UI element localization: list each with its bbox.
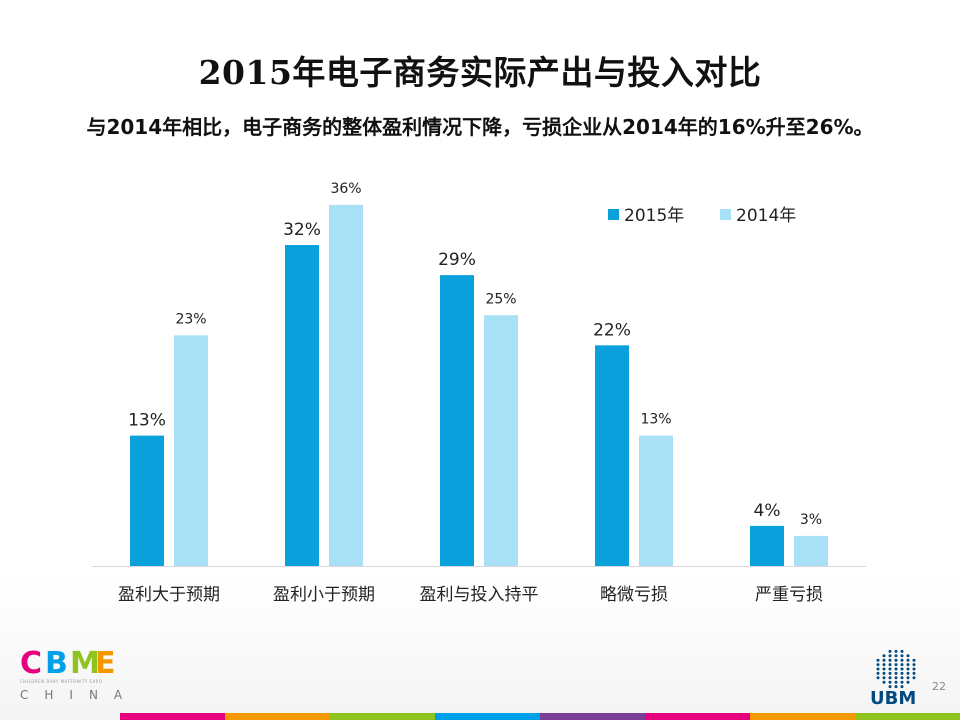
bar-2015-1 — [285, 245, 319, 567]
data-label-2015-2: 29% — [438, 250, 476, 270]
stripe-segment-1 — [225, 713, 330, 720]
data-label-2014-3: 13% — [640, 412, 671, 428]
slide-subtitle: 与2014年相比，电子商务的整体盈利情况下降，亏损企业从2014年的16%升至2… — [86, 115, 874, 139]
bar-2015-0 — [130, 435, 164, 566]
bar-2014-2 — [484, 315, 518, 566]
cbme-letter-b: B — [45, 646, 68, 678]
cbme-logo-china: CHINA — [20, 688, 139, 702]
category-label-3: 略微亏损 — [600, 585, 668, 605]
page-number: 22 — [932, 680, 946, 693]
cbme-letter-c: C — [20, 646, 42, 678]
category-label-2: 盈利与投入持平 — [420, 585, 539, 605]
stripe-segment-3 — [435, 713, 540, 720]
bar-2014-1 — [329, 204, 363, 567]
bar-2014-0 — [174, 335, 208, 566]
bar-2015-2 — [440, 275, 474, 566]
legend-swatch-2014 — [720, 209, 731, 220]
data-label-2015-4: 4% — [754, 501, 781, 521]
data-label-2015-0: 13% — [128, 411, 166, 431]
ubm-logo-icon — [876, 649, 916, 689]
bottom-color-stripe — [120, 713, 960, 720]
stripe-segment-4 — [540, 713, 645, 720]
slide-title: 2015年电子商务实际产出与投入对比 — [198, 53, 762, 92]
data-label-2014-4: 3% — [800, 512, 822, 528]
data-label-2014-0: 23% — [175, 311, 206, 327]
data-label-2015-1: 32% — [283, 220, 321, 240]
stripe-segment-5 — [645, 713, 750, 720]
cbme-logo-subtext: CHILDREN BABY MATERNITY EXPO — [20, 679, 103, 684]
data-label-2014-1: 36% — [330, 181, 361, 197]
legend-swatch-2015 — [608, 209, 619, 220]
bar-2014-3 — [639, 435, 673, 566]
cbme-letter-e: E — [95, 646, 116, 678]
data-label-2015-3: 22% — [593, 320, 631, 340]
stripe-segment-7 — [855, 713, 960, 720]
legend-label-2014: 2014年 — [736, 206, 796, 226]
bar-2014-4 — [794, 535, 828, 566]
category-label-1: 盈利小于预期 — [273, 585, 375, 605]
category-label-0: 盈利大于预期 — [118, 585, 220, 605]
legend-label-2015: 2015年 — [624, 206, 684, 226]
stripe-segment-0 — [120, 713, 225, 720]
data-label-2014-2: 25% — [485, 291, 516, 307]
cbme-logo: C B ME — [20, 646, 116, 678]
stripe-segment-2 — [330, 713, 435, 720]
ubm-logo-text: UBM — [870, 688, 917, 709]
stripe-segment-6 — [750, 713, 855, 720]
category-label-4: 严重亏损 — [755, 585, 823, 605]
cbme-letter-m: M — [70, 646, 100, 678]
bar-2015-3 — [595, 345, 629, 566]
bar-2015-4 — [750, 525, 784, 566]
